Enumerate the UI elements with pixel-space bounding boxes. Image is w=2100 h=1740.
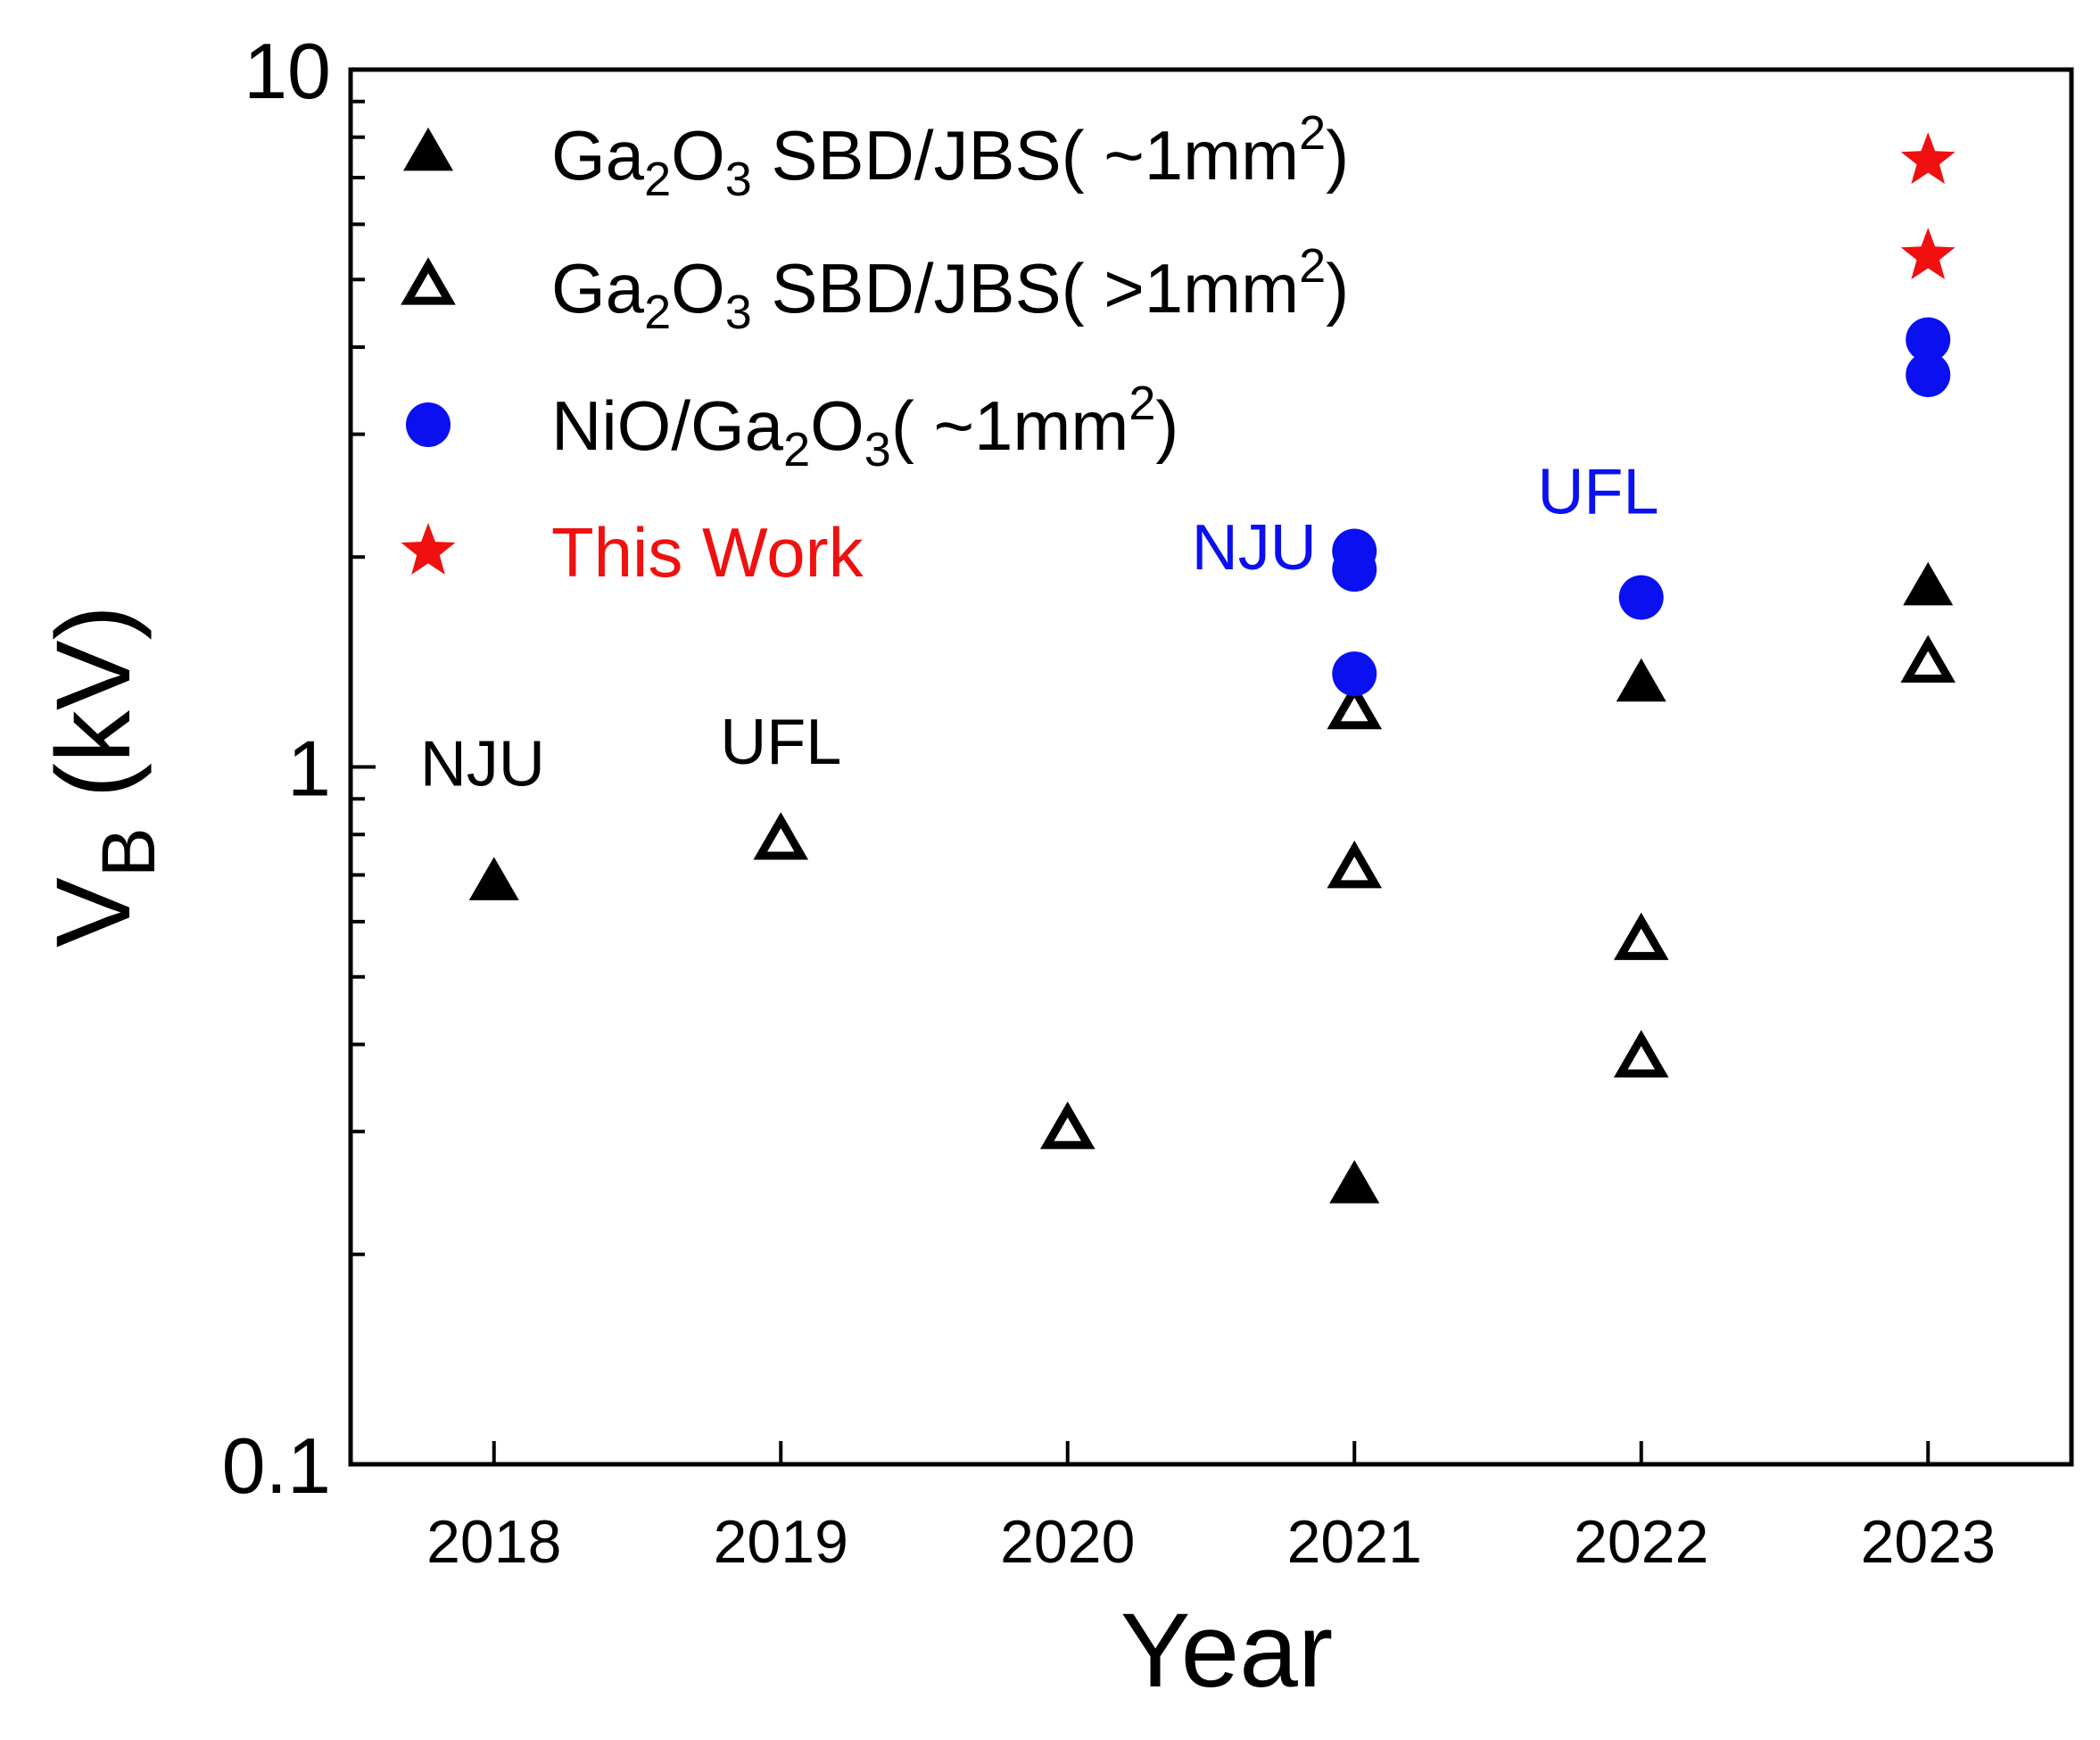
open-triangle-point [753, 812, 809, 860]
x-axis-title: Year [1120, 1592, 1333, 1710]
x-tick-label: 2020 [1000, 1508, 1135, 1576]
x-tick-label: 2018 [426, 1508, 561, 1576]
annotation-label: NJU [1192, 512, 1317, 584]
filled-triangle-point [1329, 1159, 1380, 1204]
y-tick-label: 10 [244, 27, 331, 115]
y-tick-label: 0.1 [222, 1421, 331, 1510]
legend-text-part: ( ~1mm [891, 386, 1129, 465]
legend-text-part: ) [1326, 116, 1349, 195]
x-tick-label: 2021 [1287, 1508, 1422, 1576]
y-axis-title-sub: B [87, 827, 170, 877]
legend-marker-blue-circle [406, 402, 451, 447]
blue-circle-point [1618, 575, 1664, 620]
axes: 0.1 1 10 2018 2019 2020 2021 2022 2023 [222, 27, 2074, 1576]
x-tick-label: 2022 [1574, 1508, 1708, 1576]
y-axis-title-unit: (kV) [35, 605, 153, 827]
filled-triangle-point [1616, 658, 1666, 702]
blue-circle-point [1332, 651, 1377, 697]
legend-subscript: 2 [644, 153, 671, 206]
svg-text:VB (kV): VB (kV) [35, 605, 170, 948]
legend-text-part: O [671, 249, 725, 327]
legend-text-part: ) [1326, 249, 1349, 327]
legend-subscript: 3 [864, 423, 891, 476]
legend-label-red-star: This Work [551, 513, 864, 592]
blue-circle-point [1332, 547, 1377, 592]
annotations: NJU UFL NJU UFL [420, 456, 1659, 800]
legend-text-part: O [671, 116, 725, 195]
legend-text-part: Ga [551, 249, 645, 327]
filled-triangle-point [468, 857, 519, 900]
x-tick-label: 2023 [1861, 1508, 1996, 1576]
legend-label-filled-triangle: Ga2O3 SBD/JBS( ~1mm2) [551, 106, 1349, 206]
legend-text-part: ) [1155, 386, 1178, 465]
blue-circle-point [1906, 317, 1951, 362]
open-triangle-point [1613, 1030, 1669, 1078]
legend-text-part: NiO/Ga [551, 386, 784, 465]
legend-text-part: SBD/JBS( >1mm [752, 249, 1299, 327]
open-triangle-point [1613, 912, 1669, 960]
legend-label-blue-circle: NiO/Ga2O3( ~1mm2) [551, 377, 1178, 476]
legend: Ga2O3 SBD/JBS( ~1mm2)Ga2O3 SBD/JBS( >1mm… [401, 106, 1349, 592]
legend-superscript: 2 [1299, 239, 1326, 293]
legend-subscript: 2 [644, 286, 671, 339]
y-tick-label: 1 [287, 725, 331, 813]
legend-text-part: This Work [551, 513, 864, 592]
annotation-label: UFL [1538, 456, 1659, 527]
annotation-label: UFL [720, 707, 841, 778]
legend-text-part: O [810, 386, 864, 465]
legend-superscript: 2 [1129, 377, 1155, 430]
legend-subscript: 3 [725, 153, 752, 206]
legend-marker-filled-triangle [403, 127, 453, 171]
filled-triangle-point [1903, 561, 1954, 606]
legend-subscript: 3 [725, 286, 752, 339]
open-triangle-point [1327, 681, 1383, 730]
blue-circle-point [1906, 352, 1951, 398]
red-star-point [1900, 228, 1955, 279]
open-triangle-point [1039, 1101, 1095, 1149]
open-triangle-point [1900, 634, 1956, 683]
red-star-point [1900, 132, 1955, 185]
legend-text-part: Ga [551, 116, 645, 195]
legend-text-part: SBD/JBS( ~1mm [752, 116, 1299, 195]
legend-marker-red-star [401, 523, 456, 575]
annotation-label: NJU [420, 729, 545, 800]
legend-label-open-triangle: Ga2O3 SBD/JBS( >1mm2) [551, 239, 1349, 339]
open-triangle-point [1327, 841, 1383, 889]
data-marks [468, 132, 1956, 1204]
x-tick-label: 2019 [714, 1508, 848, 1576]
legend-superscript: 2 [1299, 106, 1326, 160]
legend-marker-open-triangle [401, 257, 456, 305]
legend-subscript: 2 [783, 423, 810, 476]
y-axis-title-main: V [35, 877, 153, 948]
y-axis-title: VB (kV) [35, 605, 170, 948]
